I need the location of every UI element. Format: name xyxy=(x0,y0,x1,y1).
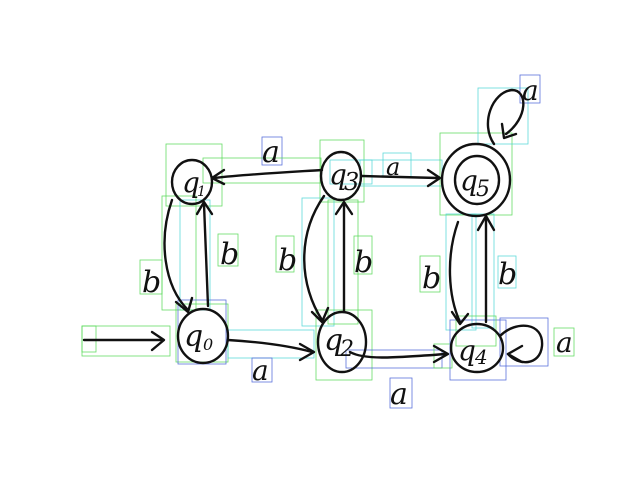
edge-q5-q4-label: b xyxy=(422,261,441,296)
state-q5: q 5 xyxy=(440,142,512,218)
edge-q2-q4-label: a xyxy=(390,377,408,412)
edge-q1-q3-label: a xyxy=(262,135,280,170)
edge-q3-q2: b xyxy=(278,194,330,324)
start-arrowhead xyxy=(150,330,166,352)
state-q4-circle xyxy=(449,322,505,374)
edge-q0-q2: a xyxy=(226,338,316,387)
edge-q1-q0-arrowhead xyxy=(174,296,194,314)
state-q1: q 1 xyxy=(170,158,214,206)
edge-q4-q5: b xyxy=(476,214,517,324)
edge-q3-q5-label: a xyxy=(386,153,400,181)
edge-q5-q4-line xyxy=(448,220,462,324)
edge-q4-q5-label: b xyxy=(498,257,517,292)
edge-q0-q2-label: a xyxy=(252,354,269,387)
edge-q0-q1: b xyxy=(195,200,239,308)
state-q4: q 4 xyxy=(449,322,505,374)
edge-q5-loop-label: a xyxy=(522,74,539,107)
edge-q3-q5-arrowhead xyxy=(426,168,442,188)
edge-q0-q2-arrowhead xyxy=(298,342,316,362)
state-q0: q 0 xyxy=(176,307,230,365)
state-q2-sub: 2 xyxy=(339,337,354,362)
state-q1-sub: 1 xyxy=(197,184,206,200)
state-q0-sub: 0 xyxy=(203,335,213,354)
edge-q1-q0-line xyxy=(163,198,190,312)
edge-q1-q0: b xyxy=(142,198,194,314)
edge-q2-q4: a xyxy=(348,344,450,412)
edge-q1-q3: a xyxy=(210,135,324,186)
edge-q3-q5-line xyxy=(360,174,440,180)
state-q1-circle xyxy=(170,158,214,206)
edge-q3-q2-line xyxy=(303,194,326,322)
edge-q1-q0-label: b xyxy=(142,265,161,300)
edge-q1-q3-line xyxy=(212,168,324,180)
edge-q2-q4-line xyxy=(348,350,448,359)
state-q1-name: q xyxy=(182,166,200,199)
state-q3-sub: 3 xyxy=(344,168,359,196)
edge-q3-q2-label: b xyxy=(278,243,297,278)
edge-q5-loop: a xyxy=(486,74,539,146)
edge-q4-loop-arrowhead xyxy=(506,344,524,364)
edge-q4-q5-arrowhead xyxy=(476,214,496,232)
state-q3: q 3 xyxy=(319,150,363,202)
edge-q0-q1-line xyxy=(202,202,210,308)
edge-q2-q4-arrowhead xyxy=(432,344,450,364)
state-q5-outer-circle xyxy=(440,142,512,218)
edge-q4-loop-label: a xyxy=(556,326,573,359)
edge-q5-q4: b xyxy=(422,220,470,326)
state-q4-sub: 4 xyxy=(474,345,488,369)
edge-q3-q2-arrowhead xyxy=(310,306,330,324)
state-q5-name: q xyxy=(460,164,478,197)
edge-q5-loop-arrowhead xyxy=(500,122,518,140)
edge-q3-q5: a xyxy=(360,153,442,188)
edge-q2-q3-label: b xyxy=(354,245,373,280)
edge-q0-q1-label: b xyxy=(220,237,239,272)
edge-q1-q3-arrowhead xyxy=(210,168,226,186)
edge-start-q0 xyxy=(82,330,166,352)
edge-q2-q3-arrowhead xyxy=(334,200,354,216)
state-q2: q 2 xyxy=(316,310,368,374)
state-q5-sub: 5 xyxy=(476,177,490,202)
edge-q0-q2-line xyxy=(226,338,314,354)
state-q2-name: q xyxy=(324,323,343,358)
state-q3-name: q xyxy=(329,158,347,191)
state-q0-circle xyxy=(176,307,230,365)
state-q2-circle xyxy=(316,310,368,374)
edge-q5-q4-arrowhead xyxy=(450,310,470,326)
state-q5-inner-circle xyxy=(453,154,501,206)
edge-q0-q1-arrowhead xyxy=(195,200,214,216)
annotation-boxes xyxy=(81,74,575,409)
edge-q5-loop-line xyxy=(486,88,525,146)
state-q0-name: q xyxy=(184,319,203,354)
state-q4-name: q xyxy=(458,334,476,367)
edge-q4-loop: a xyxy=(498,324,573,364)
edge-q2-q3: b xyxy=(334,200,373,314)
